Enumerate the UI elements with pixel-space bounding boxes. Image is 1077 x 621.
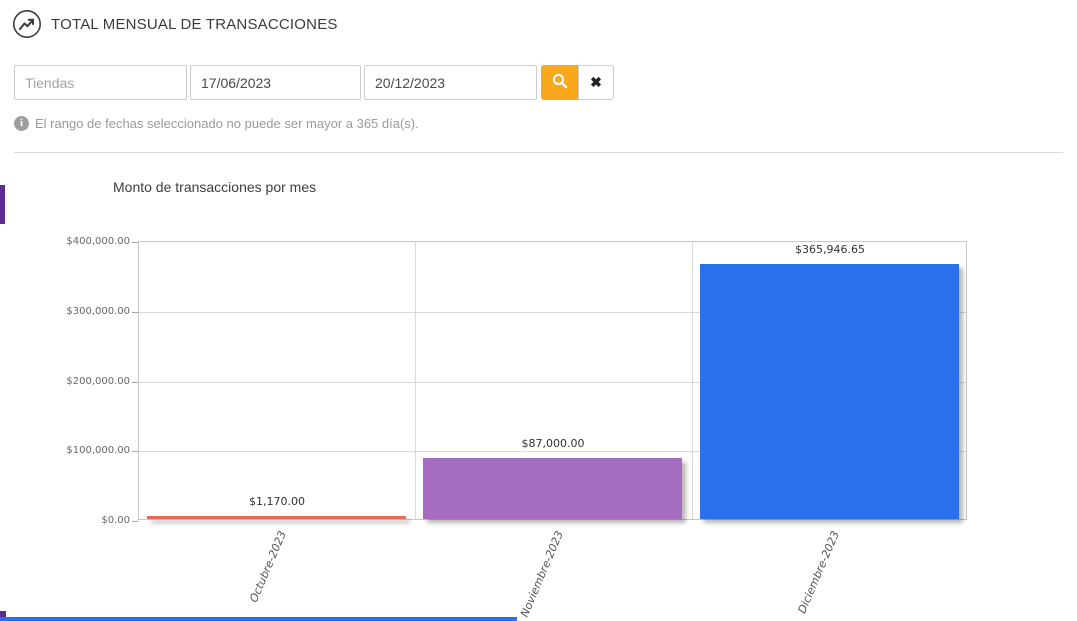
y-tick-label: $0.00 bbox=[101, 515, 130, 526]
y-tick-label: $100,000.00 bbox=[66, 445, 130, 456]
page-header: TOTAL MENSUAL DE TRANSACCIONES bbox=[0, 0, 1077, 39]
y-tick-label: $400,000.00 bbox=[66, 236, 130, 247]
trend-chart-icon bbox=[12, 9, 42, 39]
page-title: TOTAL MENSUAL DE TRANSACCIONES bbox=[51, 15, 338, 33]
info-text: El rango de fechas seleccionado no puede… bbox=[35, 116, 419, 131]
store-input[interactable] bbox=[14, 65, 187, 100]
bar-value-label: $1,170.00 bbox=[249, 495, 305, 508]
bar-value-label: $365,946.65 bbox=[795, 243, 865, 256]
search-button[interactable] bbox=[541, 65, 578, 100]
y-tick-mark bbox=[132, 242, 138, 243]
bottom-left-accent bbox=[0, 611, 6, 619]
y-tick-label: $300,000.00 bbox=[66, 306, 130, 317]
y-tick-mark bbox=[132, 312, 138, 313]
info-icon: i bbox=[14, 116, 29, 131]
date-to-input[interactable] bbox=[364, 65, 537, 100]
date-from-input[interactable] bbox=[190, 65, 361, 100]
magnifier-icon bbox=[551, 72, 569, 93]
clear-button[interactable]: ✖ bbox=[578, 65, 614, 100]
divider bbox=[14, 152, 1063, 153]
chart-title: Monto de transacciones por mes bbox=[113, 179, 317, 195]
left-accent-bar bbox=[0, 185, 5, 224]
bar-value-label: $87,000.00 bbox=[521, 437, 585, 450]
close-icon: ✖ bbox=[590, 74, 602, 90]
bar-Diciembre-2023[interactable] bbox=[700, 264, 959, 519]
x-category-label: Diciembre-2023 bbox=[795, 529, 842, 616]
h-gridline bbox=[139, 312, 966, 313]
bar-Noviembre-2023[interactable] bbox=[423, 458, 682, 519]
y-tick-mark bbox=[132, 521, 138, 522]
horizontal-scrollbar-thumb[interactable] bbox=[0, 617, 517, 621]
plot-area: $400,000.00 $300,000.00 $200,000.00 $100,00… bbox=[66, 236, 967, 619]
bar-Octubre-2023[interactable] bbox=[147, 516, 406, 519]
v-gridline bbox=[415, 242, 416, 519]
h-gridline bbox=[139, 451, 966, 452]
chart-section: Monto de transacciones por mes $400,000.… bbox=[0, 153, 1077, 621]
info-banner: i El rango de fechas seleccionado no pue… bbox=[14, 116, 1063, 131]
h-gridline bbox=[139, 382, 966, 383]
x-category-label: Octubre-2023 bbox=[247, 529, 289, 605]
v-gridline bbox=[692, 242, 693, 519]
x-category-label: Noviembre-2023 bbox=[517, 529, 566, 619]
y-tick-mark bbox=[132, 382, 138, 383]
y-tick-mark bbox=[132, 451, 138, 452]
y-tick-label: $200,000.00 bbox=[66, 376, 130, 387]
filter-bar: ✖ bbox=[14, 65, 1063, 100]
